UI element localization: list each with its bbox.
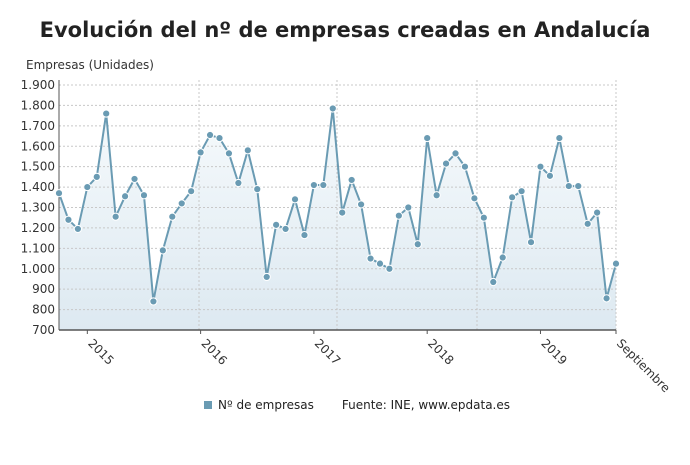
y-tick-label: 1.600	[21, 139, 55, 153]
y-tick-label: 1.000	[21, 262, 55, 276]
x-tick-label: 2017	[312, 336, 343, 367]
data-point	[281, 224, 290, 234]
y-tick-label: 700	[32, 323, 55, 337]
data-point	[253, 185, 262, 194]
data-point	[498, 253, 507, 262]
y-tick-label: 1.900	[21, 78, 55, 92]
x-tick-label: 2015	[85, 336, 116, 367]
y-axis-label: Empresas (Unidades)	[26, 58, 154, 72]
y-tick-label: 900	[32, 282, 55, 296]
data-point	[611, 259, 621, 268]
y-tick-label: 1.200	[21, 221, 55, 235]
data-point	[564, 181, 573, 191]
data-point	[366, 254, 375, 263]
data-point	[423, 133, 432, 143]
data-point	[319, 180, 328, 190]
data-point	[120, 192, 130, 201]
legend-swatch	[204, 401, 212, 409]
data-point	[196, 148, 205, 157]
data-point	[583, 219, 592, 228]
data-point	[545, 171, 555, 180]
data-point	[394, 211, 403, 220]
data-point	[187, 187, 196, 196]
data-point	[102, 109, 111, 118]
data-point	[526, 238, 536, 247]
data-point	[205, 130, 215, 140]
data-point	[272, 220, 281, 229]
data-point	[479, 213, 488, 222]
data-point	[517, 187, 526, 196]
series-line	[58, 108, 617, 302]
data-point	[574, 181, 583, 191]
data-point	[177, 199, 186, 208]
data-point	[111, 212, 120, 221]
x-tick-label: 2016	[198, 336, 229, 367]
data-point	[602, 294, 611, 303]
data-point	[508, 193, 517, 202]
data-point	[555, 133, 564, 143]
data-point	[168, 212, 177, 221]
legend: Nº de empresas Fuente: INE, www.epdata.e…	[204, 398, 510, 412]
y-tick-label: 1.300	[21, 201, 55, 215]
data-point	[130, 174, 139, 184]
data-point	[338, 208, 347, 217]
data-point	[149, 297, 158, 306]
data-point	[300, 230, 309, 240]
data-point	[593, 208, 602, 217]
data-point	[234, 178, 243, 188]
data-point	[290, 195, 300, 204]
data-point	[404, 203, 413, 212]
data-point	[451, 149, 460, 158]
data-point	[441, 159, 451, 168]
data-point	[243, 146, 252, 155]
y-tick-label: 800	[32, 303, 55, 317]
data-point	[64, 215, 73, 224]
data-point	[309, 180, 318, 190]
x-tick-label: Septiembre	[614, 336, 673, 395]
data-point	[470, 194, 479, 203]
data-point	[139, 191, 149, 200]
y-tick-label: 1.800	[21, 98, 55, 112]
data-point	[489, 277, 498, 287]
data-point	[215, 133, 224, 143]
data-point	[83, 182, 92, 192]
data-point	[536, 162, 545, 171]
y-tick-label: 1.500	[21, 160, 55, 174]
data-point	[460, 162, 470, 171]
y-tick-label: 1.400	[21, 180, 55, 194]
source-text: Fuente: INE, www.epdata.es	[341, 398, 511, 412]
chart-title: Evolución del nº de empresas creadas en …	[39, 18, 651, 42]
data-point	[158, 246, 167, 255]
data-point	[375, 259, 385, 268]
data-point	[328, 104, 337, 113]
data-point	[432, 191, 441, 200]
data-point	[224, 149, 234, 158]
y-tick-label: 1.100	[21, 241, 55, 255]
x-tick-label: 2019	[538, 336, 569, 367]
y-tick-label: 1.700	[21, 119, 55, 133]
data-point	[262, 272, 271, 282]
data-point	[347, 175, 356, 185]
data-point	[413, 240, 422, 249]
x-tick-label: 2018	[425, 336, 456, 367]
data-point	[92, 172, 101, 181]
data-point	[73, 224, 82, 234]
data-point	[357, 200, 366, 209]
data-point	[385, 264, 394, 273]
legend-series-label: Nº de empresas	[218, 398, 314, 412]
data-point	[54, 189, 64, 198]
